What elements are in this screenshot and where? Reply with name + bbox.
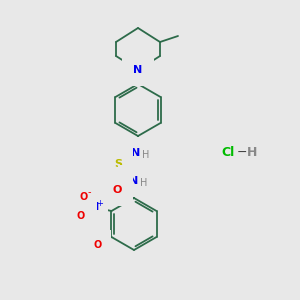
Text: O: O [76, 211, 85, 221]
Text: -: - [88, 187, 91, 197]
Text: S: S [114, 159, 122, 169]
Text: O: O [112, 185, 122, 195]
Text: H: H [247, 146, 257, 158]
Text: H: H [140, 178, 148, 188]
Text: Cl: Cl [221, 146, 235, 158]
Text: O: O [80, 192, 88, 202]
Text: N: N [134, 65, 142, 75]
Text: N: N [129, 176, 139, 186]
Text: O: O [93, 240, 102, 250]
Text: H: H [142, 150, 150, 160]
Text: −: − [237, 146, 247, 158]
Text: N: N [131, 148, 141, 158]
Text: +: + [96, 199, 103, 208]
Text: N: N [90, 202, 98, 212]
